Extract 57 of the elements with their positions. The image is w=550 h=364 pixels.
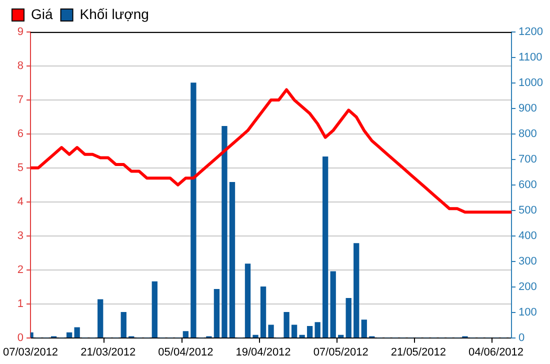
y-tick-label: 2 [17,264,24,276]
y-tick-label: 4 [17,196,24,208]
y-tick-label: 9 [17,26,24,38]
bar [214,289,220,338]
y2-tick-label: 500 [518,204,537,216]
bar [322,156,328,338]
bar [190,82,196,338]
y2-tick-label: 700 [518,153,537,166]
x-tick-label: 05/04/2012 [158,346,214,358]
bar [98,299,104,338]
bar [361,320,367,338]
y2-tick-label: 800 [518,128,537,140]
y-tick-label: 5 [17,162,24,174]
bar [314,322,320,338]
bar [244,264,251,338]
y2-tick-label: 1200 [518,26,544,38]
bar [284,312,290,338]
bar [260,286,266,338]
y2-tick-label: 0 [518,332,525,344]
bar [229,182,236,338]
y-tick-label: 0 [17,332,24,344]
x-tick-label: 21/05/2012 [390,346,446,358]
y2-tick-label: 300 [518,255,537,268]
bar [120,312,126,338]
y-tick-label: 7 [17,94,24,106]
y-tick-label: 1 [17,298,24,310]
x-tick-label: 07/03/2012 [2,346,58,358]
y2-tick-label: 1100 [518,52,542,64]
bar [306,326,313,338]
bar [74,327,80,338]
y2-tick-label: 200 [518,280,537,293]
y2-tick-label: 100 [518,306,537,318]
y-tick-label: 8 [17,60,24,72]
bar [252,334,258,338]
y2-tick-label: 900 [518,102,537,114]
bar [338,334,344,338]
bar [299,334,305,338]
bar [268,324,274,338]
x-tick-label: 19/04/2012 [236,346,291,358]
bar [222,126,228,338]
bar [66,332,72,338]
legend-label: Khối lượng [80,6,149,22]
y-tick-label: 6 [17,128,24,140]
y-tick-label: 3 [17,230,24,242]
x-tick-label: 21/03/2012 [80,346,136,358]
x-tick-label: 04/06/2012 [468,346,524,358]
legend-label: Giá [31,6,53,22]
y2-tick-label: 600 [518,178,537,191]
bar [152,281,158,338]
bar [182,331,189,338]
bar [346,298,352,338]
y2-tick-label: 1000 [518,77,544,89]
bar [330,271,336,338]
bar [354,243,360,338]
y2-tick-label: 400 [518,230,537,242]
x-tick-label: 07/05/2012 [313,346,368,358]
bar [291,324,298,338]
